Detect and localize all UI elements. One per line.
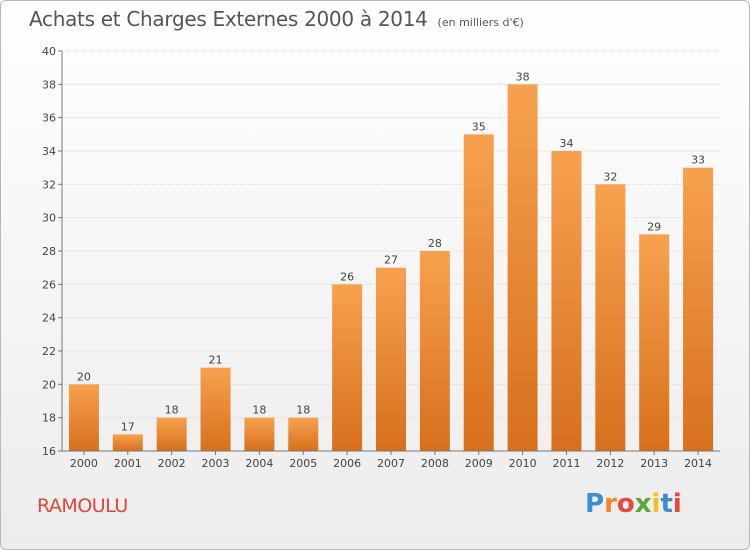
x-tick-label: 2000 xyxy=(70,457,98,470)
x-tick-label: 2006 xyxy=(333,457,361,470)
data-label: 27 xyxy=(384,254,398,267)
bar xyxy=(419,251,450,451)
y-tick-label: 40 xyxy=(42,45,56,58)
x-tick-label: 2005 xyxy=(289,457,317,470)
x-tick-label: 2007 xyxy=(377,457,405,470)
bar xyxy=(551,151,582,451)
x-tick-label: 2010 xyxy=(509,457,537,470)
data-label: 20 xyxy=(77,370,91,383)
y-tick-label: 26 xyxy=(42,278,56,291)
bar xyxy=(376,267,406,451)
x-tick-label: 2009 xyxy=(465,457,493,470)
y-tick-label: 16 xyxy=(42,445,56,458)
logo-letter: x xyxy=(634,489,652,519)
title-area: Achats et Charges Externes 2000 à 2014 (e… xyxy=(29,7,524,31)
proxiti-logo: Proxiti xyxy=(585,489,682,519)
x-tick-label: 2014 xyxy=(684,457,712,470)
bars xyxy=(68,84,714,452)
data-label: 18 xyxy=(165,404,179,417)
x-tick-label: 2002 xyxy=(158,457,186,470)
logo-letter: i xyxy=(672,489,682,519)
logo-letter: r xyxy=(604,489,617,519)
logo-letter: P xyxy=(585,489,605,519)
chart-title: Achats et Charges Externes 2000 à 2014 xyxy=(29,7,428,31)
y-tick-label: 28 xyxy=(42,245,56,258)
data-label: 18 xyxy=(296,404,310,417)
data-label: 26 xyxy=(340,270,354,283)
logo-letter: t xyxy=(660,489,673,519)
data-label: 34 xyxy=(559,137,573,150)
bar xyxy=(332,284,363,451)
y-tick-label: 30 xyxy=(42,212,56,225)
y-tick-label: 38 xyxy=(42,78,56,91)
x-tick-label: 2001 xyxy=(114,457,142,470)
data-label: 29 xyxy=(647,220,661,233)
y-tick-label: 36 xyxy=(42,112,56,125)
commune-name: RAMOULU xyxy=(37,495,128,517)
labels: 16 18 20 22 24 26 28 30 32 34 36 38 40 2000 20 2001 17 20… xyxy=(42,45,712,470)
bar xyxy=(683,167,714,451)
axes xyxy=(58,50,720,455)
x-tick-label: 2012 xyxy=(596,457,624,470)
bar xyxy=(112,434,143,451)
x-tick-label: 2008 xyxy=(421,457,449,470)
data-label: 35 xyxy=(472,120,486,133)
y-tick-label: 24 xyxy=(42,312,56,325)
bar xyxy=(68,384,99,451)
x-tick-label: 2011 xyxy=(552,457,580,470)
logo-letter: i xyxy=(651,489,661,519)
bar xyxy=(244,417,275,451)
bar xyxy=(156,417,187,451)
y-tick-label: 32 xyxy=(42,178,56,191)
x-tick-label: 2003 xyxy=(202,457,230,470)
data-label: 32 xyxy=(603,170,617,183)
bar xyxy=(595,184,626,452)
y-tick-label: 22 xyxy=(42,345,56,358)
bar xyxy=(200,367,231,451)
bar xyxy=(507,84,538,451)
y-tick-label: 18 xyxy=(42,412,56,425)
data-label: 38 xyxy=(516,70,530,83)
bar xyxy=(463,134,494,452)
data-label: 21 xyxy=(209,354,223,367)
data-label: 33 xyxy=(691,154,705,167)
data-label: 18 xyxy=(252,404,266,417)
x-tick-label: 2004 xyxy=(245,457,273,470)
bar xyxy=(639,234,670,451)
data-label: 17 xyxy=(121,420,135,433)
data-label: 28 xyxy=(428,237,442,250)
y-tick-label: 20 xyxy=(42,378,56,391)
x-tick-label: 2013 xyxy=(640,457,668,470)
bar xyxy=(288,417,319,451)
chart-subtitle: (en milliers d'€) xyxy=(437,16,524,29)
logo-letter: o xyxy=(616,489,635,519)
y-tick-label: 34 xyxy=(42,145,56,158)
